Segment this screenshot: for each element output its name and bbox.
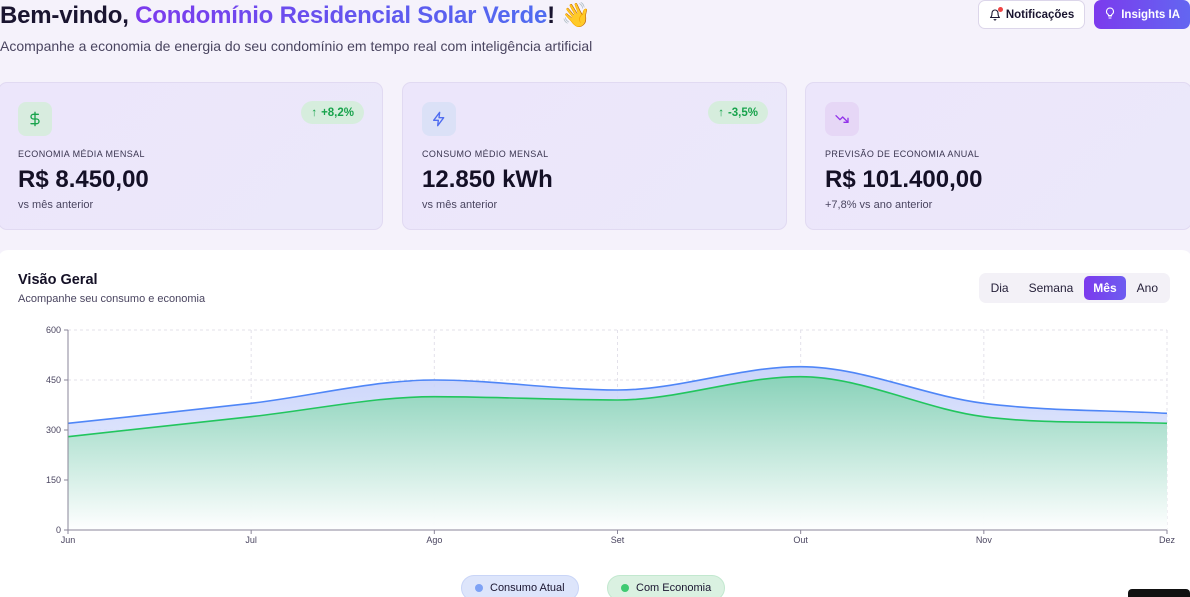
card-label: CONSUMO MÉDIO MENSAL	[422, 149, 549, 159]
x-tick-label: Out	[793, 535, 808, 545]
x-tick-label: Ago	[426, 535, 442, 545]
legend-label: Consumo Atual	[490, 582, 565, 594]
card-consumo-medio: ↑ -3,5% CONSUMO MÉDIO MENSAL 12.850 kWh …	[402, 82, 787, 230]
y-tick-label: 450	[46, 375, 61, 385]
condominium-name: Condomínio Residencial Solar Verde	[135, 2, 548, 29]
page-title: Bem-vindo, Condomínio Residencial Solar …	[0, 1, 591, 30]
title-prefix: Bem-vindo,	[0, 2, 136, 29]
notifications-button[interactable]: Notificações	[977, 0, 1086, 29]
arrow-up-icon: ↑	[311, 106, 318, 119]
arrow-up-icon: ↑	[718, 106, 724, 119]
x-tick-label: Dez	[1159, 535, 1176, 545]
legend-dot	[475, 584, 483, 592]
page-subtitle: Acompanhe a economia de energia do seu c…	[0, 38, 593, 54]
insights-ia-button[interactable]: Insights IA	[1094, 0, 1190, 29]
kpi-cards: ↑ +8,2% ECONOMIA MÉDIA MENSAL R$ 8.450,0…	[0, 82, 1190, 230]
card-comparison: +7,8% vs ano anterior	[825, 199, 933, 211]
y-tick-label: 600	[46, 325, 61, 335]
overview-title: Visão Geral	[18, 272, 98, 288]
series-com-economia-area	[68, 376, 1167, 530]
y-tick-label: 300	[46, 425, 61, 435]
dollar-icon	[18, 102, 52, 136]
overview-subtitle: Acompanhe seu consumo e economia	[18, 293, 206, 305]
trend-value: -3,5%	[727, 106, 758, 119]
notification-dot	[997, 6, 1003, 12]
legend-consumo-atual[interactable]: Consumo Atual	[461, 575, 579, 597]
card-value: R$ 101.400,00	[825, 166, 983, 193]
period-ano[interactable]: Ano	[1136, 281, 1158, 295]
y-tick-label: 0	[56, 525, 61, 535]
overview-area-chart: 0 150 300 450 600 Jun Jul Ago Set Out Nov Dez	[46, 325, 1176, 545]
x-tick-label: Jul	[245, 535, 257, 545]
card-value: R$ 8.450,00	[18, 166, 149, 193]
card-previsao-anual: PREVISÃO DE ECONOMIA ANUAL R$ 101.400,00…	[805, 82, 1190, 230]
chart-legend: Consumo Atual Com Economia	[0, 575, 1190, 597]
legend-label: Com Economia	[636, 582, 712, 594]
card-label: PREVISÃO DE ECONOMIA ANUAL	[825, 149, 980, 159]
bell-icon	[989, 6, 1003, 21]
card-value: 12.850 kWh	[422, 166, 553, 193]
y-tick-label: 150	[46, 475, 61, 485]
trend-badge: ↑ -3,5%	[708, 101, 768, 124]
x-tick-label: Jun	[61, 535, 76, 545]
overlay-widget	[1128, 589, 1190, 597]
notifications-label: Notificações	[1005, 8, 1075, 21]
insights-ia-label: Insights IA	[1121, 8, 1180, 21]
period-semana[interactable]: Semana	[1028, 281, 1074, 295]
period-selector: Dia Semana Mês Ano	[978, 273, 1170, 303]
card-comparison: vs mês anterior	[422, 199, 498, 211]
period-mes[interactable]: Mês	[1084, 276, 1126, 300]
lightning-icon	[422, 102, 456, 136]
card-comparison: vs mês anterior	[18, 199, 94, 211]
period-dia[interactable]: Dia	[990, 281, 1009, 295]
trend-badge: ↑ +8,2%	[301, 101, 364, 124]
title-suffix: ! 👋	[547, 2, 592, 29]
lightbulb-icon	[1104, 7, 1116, 22]
header-actions: Notificações Insights IA	[977, 0, 1190, 29]
legend-com-economia[interactable]: Com Economia	[607, 575, 726, 597]
x-tick-label: Set	[611, 535, 625, 545]
card-economia-media: ↑ +8,2% ECONOMIA MÉDIA MENSAL R$ 8.450,0…	[0, 82, 383, 230]
card-label: ECONOMIA MÉDIA MENSAL	[18, 149, 145, 159]
legend-dot	[621, 584, 629, 592]
x-tick-label: Nov	[976, 535, 993, 545]
trend-value: +8,2%	[321, 106, 354, 119]
trending-down-icon	[825, 102, 859, 136]
page-header: Bem-vindo, Condomínio Residencial Solar …	[0, 0, 1190, 60]
